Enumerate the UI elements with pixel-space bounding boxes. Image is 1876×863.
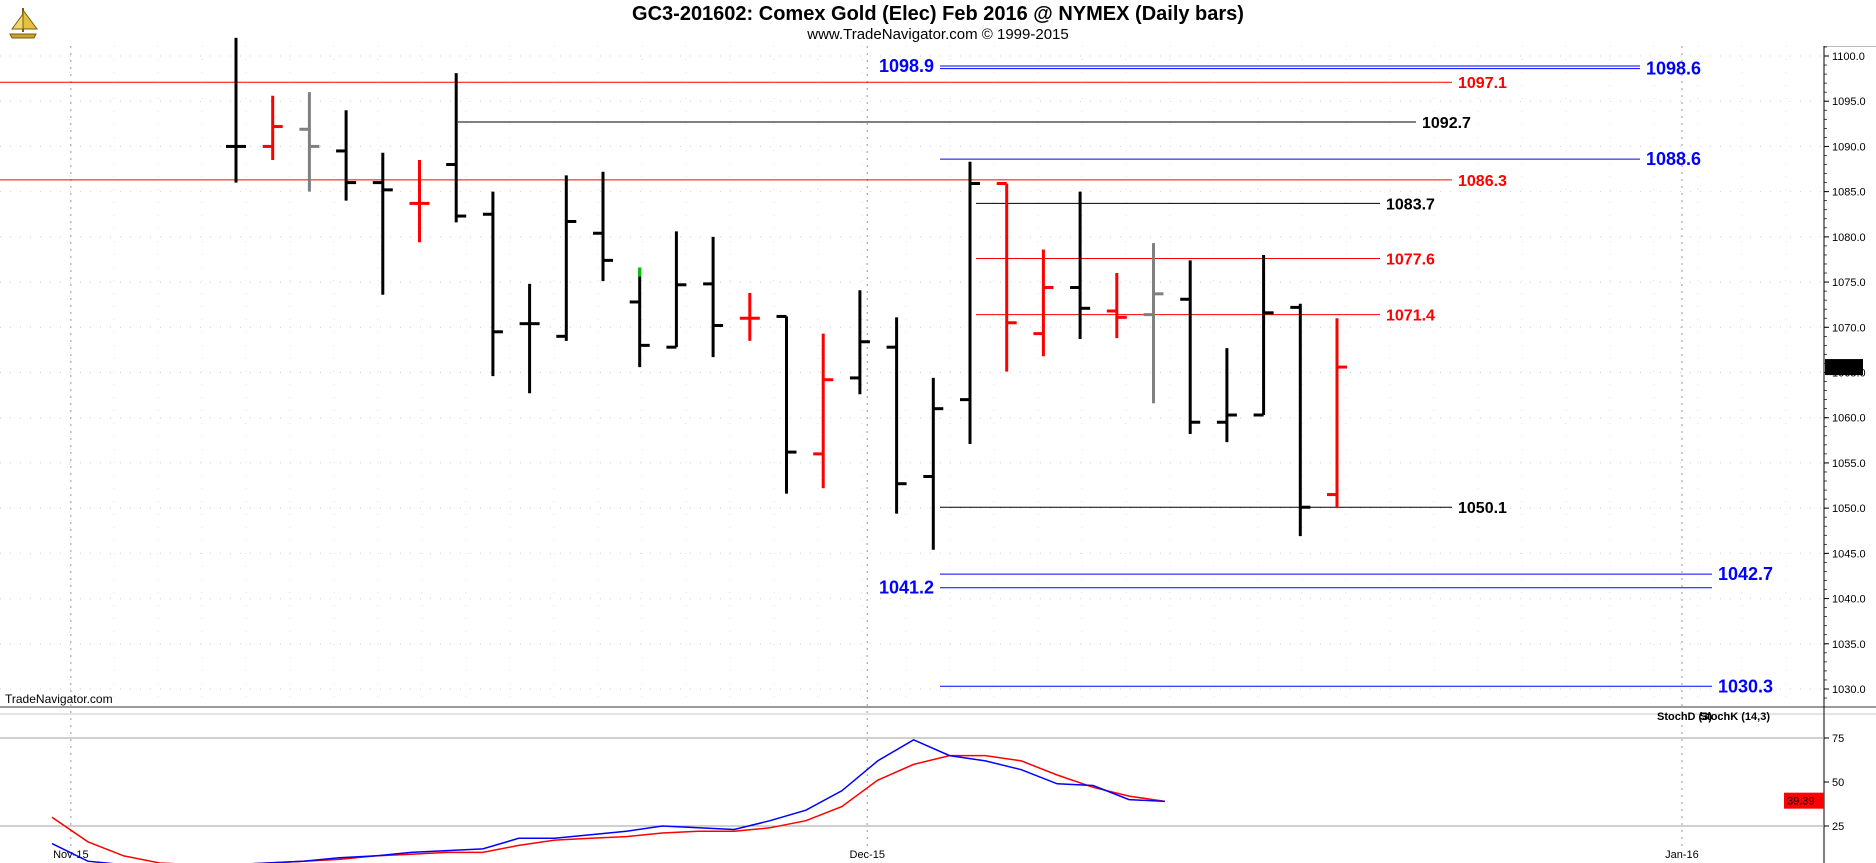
ohlc-bar — [886, 317, 907, 514]
ohlc-bar — [519, 283, 540, 394]
ohlc-bar — [226, 37, 246, 183]
ohlc-bar — [849, 290, 870, 395]
last-price-label: 1065.6 — [1828, 362, 1862, 374]
y-tick-label: 1090.0 — [1832, 141, 1866, 153]
y-tick-label: 1030.0 — [1832, 684, 1866, 696]
y-tick-label: 1035.0 — [1832, 639, 1866, 651]
y-tick-label: 1055.0 — [1832, 458, 1866, 470]
ohlc-bar — [299, 92, 320, 192]
level-label: 1083.7 — [1386, 196, 1435, 213]
stoch-last-box — [1784, 792, 1824, 809]
ohlc-bar — [1290, 303, 1311, 537]
ohlc-bar — [776, 314, 797, 494]
level-label: 1077.6 — [1386, 252, 1435, 269]
ohlc-bar — [556, 175, 577, 341]
ohlc-bar — [446, 73, 467, 223]
price-axis: 1100.0 1095.0 1090.0 1085.0 1080.0 1075.0 1070… — [53, 46, 1866, 863]
stoch-y-tick-label: 50 — [1832, 777, 1844, 789]
y-tick-label: 1040.0 — [1832, 594, 1866, 606]
main-panel-bg — [0, 46, 1824, 706]
ohlc-bar — [960, 161, 980, 444]
level-label: 1041.2 — [879, 578, 934, 598]
ohlc-bar — [593, 171, 613, 282]
grid-layer — [0, 46, 1876, 848]
ohlc-bar — [1216, 348, 1237, 443]
legend-stochd: StochD (3) — [1657, 711, 1712, 723]
stoch-y-tick-label: 75 — [1832, 733, 1844, 745]
y-tick-label: 1050.0 — [1832, 503, 1866, 515]
ohlc-bar — [703, 236, 724, 358]
y-tick-label: 1070.0 — [1832, 322, 1866, 334]
ohlc-bar — [1180, 260, 1201, 434]
ohlc-bar — [1033, 249, 1054, 357]
y-tick-label: 1045.0 — [1832, 548, 1866, 560]
ohlc-bar — [1106, 273, 1127, 339]
ohlc-bar — [666, 231, 687, 349]
ohlc-bar — [1327, 318, 1347, 509]
watermark-text: TradeNavigator.com — [5, 692, 113, 706]
level-label: 1097.1 — [1458, 75, 1507, 92]
stochastic-panel: 75 50 25 StochD (3)StochK (14,3) 39.39 — [0, 711, 1844, 863]
y-tick-label: 1095.0 — [1832, 96, 1866, 108]
ohlc-bar — [262, 95, 283, 160]
ohlc-bar — [372, 152, 393, 295]
chart-header: GC3-201602: Comex Gold (Elec) Feb 2016 @… — [0, 0, 1876, 47]
level-label: 1071.4 — [1386, 308, 1435, 325]
y-tick-label: 1080.0 — [1832, 232, 1866, 244]
level-label: 1086.3 — [1458, 173, 1507, 190]
y-tick-label: 1100.0 — [1832, 51, 1865, 63]
ohlc-bar — [923, 377, 944, 550]
level-label: 1092.7 — [1422, 115, 1471, 132]
trade-navigator-logo-icon — [9, 8, 38, 39]
y-tick-label: 1060.0 — [1832, 413, 1866, 425]
ohlc-bars — [226, 37, 1347, 550]
ohlc-bar — [1253, 254, 1274, 417]
level-label: 1042.7 — [1718, 564, 1773, 584]
level-label: 1098.9 — [879, 56, 934, 76]
ohlc-bar — [482, 191, 503, 377]
level-lines: 1098.9 1098.6 1097.1 1092.7 1088.6 1086.3 1083… — [0, 56, 1773, 696]
ohlc-bar — [1070, 191, 1091, 340]
ohlc-bar — [739, 292, 760, 341]
ohlc-bar — [409, 159, 430, 243]
x-tick-label: Dec-15 — [850, 849, 885, 861]
y-tick-label: 1075.0 — [1832, 277, 1866, 289]
level-label: 1030.3 — [1718, 676, 1773, 696]
y-tick-label: 1085.0 — [1832, 187, 1866, 199]
ohlc-bar — [336, 110, 357, 201]
stoch-last-label: 39.39 — [1787, 796, 1815, 808]
last-price-box — [1825, 359, 1863, 376]
x-tick-label: Jan-16 — [1665, 849, 1699, 861]
level-label: 1098.6 — [1646, 59, 1701, 79]
ohlc-bar — [1143, 243, 1164, 404]
level-label: 1050.1 — [1458, 500, 1507, 517]
stoch-y-tick-label: 25 — [1832, 821, 1844, 833]
stoch-series-line — [51, 754, 1166, 863]
level-label: 1088.6 — [1646, 149, 1701, 169]
legend-stochk: StochK (14,3) — [1700, 711, 1771, 723]
ohlc-bar — [629, 267, 650, 368]
chart-subtitle: www.TradeNavigator.com © 1999-2015 — [807, 26, 1069, 43]
ohlc-bar — [996, 182, 1017, 372]
chart-title: GC3-201602: Comex Gold (Elec) Feb 2016 @… — [632, 3, 1244, 25]
stoch-series-line — [51, 738, 1165, 863]
ohlc-bar — [813, 333, 834, 489]
